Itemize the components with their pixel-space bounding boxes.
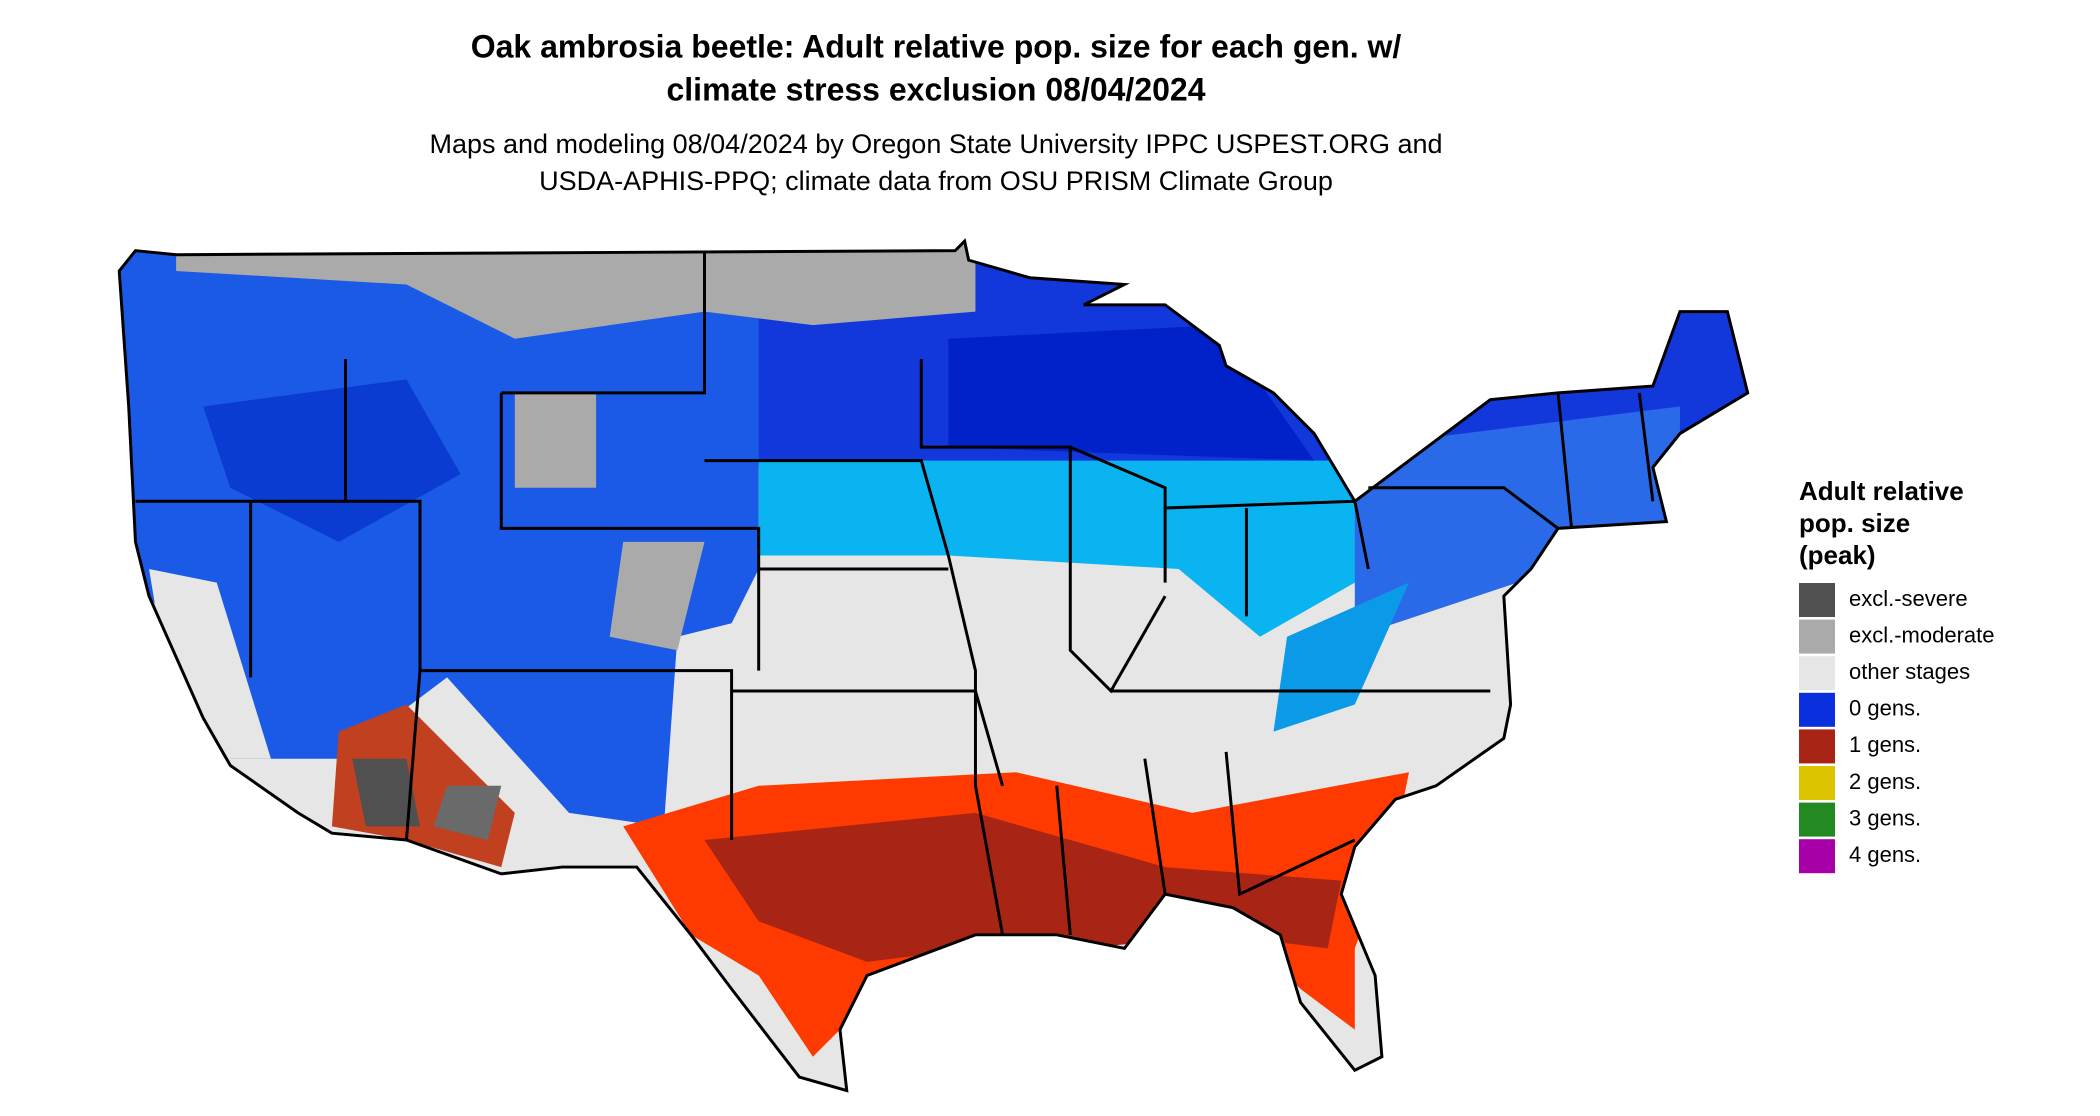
legend-label: 2 gens. [1849, 769, 1921, 794]
legend-label: other stages [1849, 659, 1970, 684]
title-line: Oak ambrosia beetle: Adult relative pop.… [471, 28, 1402, 64]
subtitle-line: Maps and modeling 08/04/2024 by Oregon S… [429, 129, 1442, 159]
legend-swatch [1799, 839, 1835, 874]
map [117, 239, 1750, 1093]
legend-label: excl.-moderate [1849, 622, 1995, 647]
legend-swatch [1799, 656, 1835, 691]
legend-swatch [1799, 619, 1835, 654]
legend-label: excl.-severe [1849, 586, 1968, 611]
legend-swatch [1799, 729, 1835, 764]
legend-label: 3 gens. [1849, 805, 1921, 830]
title-line: climate stress exclusion 08/04/2024 [666, 71, 1205, 107]
subtitle-line: USDA-APHIS-PPQ; climate data from OSU PR… [539, 166, 1333, 196]
legend-swatch [1799, 802, 1835, 837]
legend-swatch [1799, 766, 1835, 800]
legend-swatch [1799, 692, 1835, 727]
legend-label: 1 gens. [1849, 732, 1921, 757]
legend-title: (peak) [1799, 540, 1876, 570]
legend-swatch [1799, 583, 1835, 617]
legend-title: pop. size [1799, 508, 1910, 538]
legend-label: 4 gens. [1849, 842, 1921, 867]
legend-title: Adult relative [1799, 476, 1964, 506]
legend-label: 0 gens. [1849, 696, 1921, 721]
